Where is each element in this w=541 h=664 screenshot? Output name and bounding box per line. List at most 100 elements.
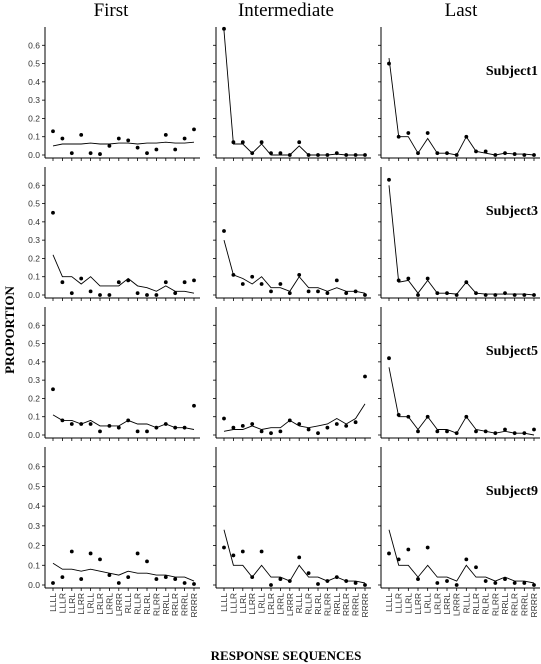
data-point	[387, 177, 391, 182]
data-point	[269, 289, 273, 294]
data-point	[454, 431, 459, 436]
x-tick-label: RLLR	[304, 593, 314, 615]
data-point	[503, 151, 507, 156]
data-point	[416, 293, 420, 297]
data-point	[474, 565, 478, 570]
x-tick-label: LLRL	[238, 593, 248, 614]
series-line	[223, 403, 366, 432]
data-point	[250, 274, 255, 279]
data-point	[60, 280, 65, 285]
x-tick-label: LRLL	[423, 593, 433, 614]
x-tick-label: RRRR	[529, 593, 539, 618]
data-point	[173, 425, 178, 430]
y-tick-label: 0.6	[28, 320, 40, 330]
data-point	[154, 425, 159, 430]
series-line	[223, 239, 366, 294]
data-point	[163, 575, 168, 580]
data-point	[344, 579, 349, 583]
data-point	[512, 152, 517, 156]
data-point	[306, 153, 311, 157]
data-point	[231, 425, 236, 430]
data-point	[240, 549, 245, 554]
data-point	[503, 577, 507, 581]
data-point	[435, 429, 440, 434]
data-point	[396, 412, 401, 417]
data-point	[344, 423, 349, 428]
data-point	[192, 582, 196, 586]
data-point	[483, 579, 488, 583]
data-point	[344, 153, 349, 157]
data-point	[51, 129, 55, 134]
series-line	[388, 58, 535, 156]
panel-subject1-first: 0.0 0.1 0.2 0.3 0.4 0.5 0.6	[28, 27, 200, 161]
data-point	[88, 151, 93, 156]
data-point	[363, 293, 367, 297]
x-tick-label: RLLR	[471, 593, 481, 615]
x-tick-label: RRLR	[170, 593, 180, 616]
data-point	[287, 153, 292, 157]
data-point	[464, 134, 469, 139]
data-point	[306, 289, 311, 294]
x-tick-label: LLRR	[247, 593, 257, 615]
data-point	[474, 429, 478, 434]
x-tick-label: LRRL	[442, 593, 452, 615]
x-tick-label: LLLR	[228, 593, 238, 613]
y-tick-label: 0.5	[28, 339, 40, 349]
subject-label: Subject3	[486, 204, 538, 219]
x-tick-label: RRRL	[519, 593, 529, 616]
x-tick-label: RLRR	[490, 593, 500, 616]
data-point	[126, 138, 131, 143]
y-tick-label: 0.1	[28, 560, 40, 570]
data-point	[493, 581, 498, 585]
data-point	[222, 416, 226, 421]
data-point	[135, 145, 140, 150]
data-point	[107, 573, 112, 578]
data-point	[154, 147, 159, 152]
data-point	[269, 583, 273, 587]
x-tick-label: RRLR	[510, 593, 520, 616]
data-point	[51, 210, 55, 215]
data-point	[231, 272, 236, 277]
data-point	[425, 414, 430, 419]
data-point	[512, 581, 517, 585]
data-point	[287, 579, 292, 583]
y-tick-label: 0.6	[28, 180, 40, 190]
data-point	[182, 425, 187, 430]
x-tick-label: RRRL	[351, 593, 361, 616]
data-point	[435, 581, 440, 585]
data-point	[278, 282, 283, 286]
x-tick-label: LLLL	[48, 593, 58, 612]
y-tick-label: 0.2	[28, 253, 40, 263]
y-tick-label: 0.6	[28, 462, 40, 472]
x-tick-label: RRLL	[332, 593, 342, 615]
x-tick-label: RRLL	[500, 593, 510, 615]
series-line	[223, 529, 366, 584]
x-tick-label: LLLR	[394, 593, 404, 613]
data-point	[325, 153, 330, 157]
x-tick-label: LLRL	[67, 593, 77, 614]
series-line	[52, 562, 195, 582]
data-point	[126, 418, 131, 423]
y-tick-label: 0.4	[28, 217, 40, 227]
data-point	[222, 26, 226, 31]
data-point	[416, 429, 420, 434]
data-point	[406, 414, 411, 419]
data-point	[306, 571, 311, 576]
x-tick-label: LLRR	[76, 593, 86, 615]
x-tick-label: RRRR	[360, 593, 370, 618]
data-point	[69, 422, 74, 426]
subject-label: Subject5	[486, 344, 538, 359]
data-point	[316, 431, 320, 436]
data-point	[126, 278, 131, 283]
subject-label: Subject9	[486, 484, 538, 499]
data-point	[344, 291, 349, 296]
data-point	[259, 429, 264, 434]
data-point	[325, 291, 330, 296]
data-point	[182, 581, 187, 585]
data-point	[259, 282, 264, 286]
y-tick-label: 0.4	[28, 357, 40, 367]
x-tick-label: LRRL	[104, 593, 114, 615]
data-point	[406, 131, 411, 135]
data-point	[79, 577, 84, 581]
data-point	[88, 551, 93, 556]
